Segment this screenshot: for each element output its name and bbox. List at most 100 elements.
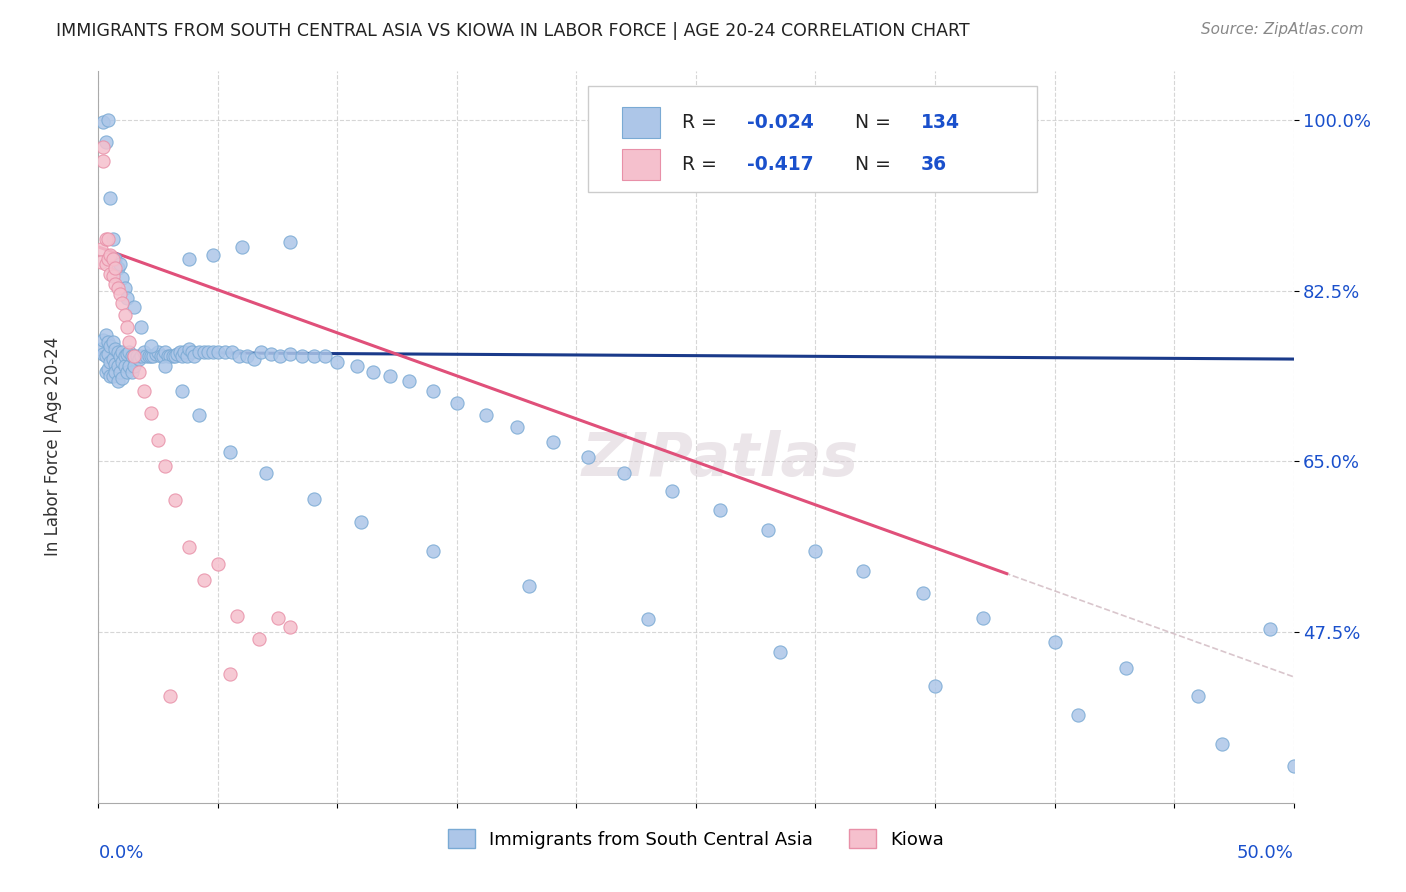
Point <box>131 349 153 363</box>
Point <box>124 349 146 363</box>
Point <box>278 235 301 249</box>
Point <box>124 359 146 373</box>
Point <box>172 349 194 363</box>
Point <box>101 335 124 350</box>
Text: 0.0%: 0.0% <box>98 844 143 862</box>
Point <box>111 271 134 285</box>
Point <box>422 384 444 399</box>
Point <box>121 365 143 379</box>
Point <box>104 343 127 357</box>
Text: IMMIGRANTS FROM SOUTH CENTRAL ASIA VS KIOWA IN LABOR FORCE | AGE 20-24 CORRELATI: IMMIGRANTS FROM SOUTH CENTRAL ASIA VS KI… <box>56 22 970 40</box>
Point <box>207 345 229 359</box>
Point <box>1043 635 1066 649</box>
Text: Source: ZipAtlas.com: Source: ZipAtlas.com <box>1201 22 1364 37</box>
Point <box>541 434 564 449</box>
Point <box>104 277 127 291</box>
Point <box>269 349 291 363</box>
Point <box>138 349 160 363</box>
Point <box>911 586 934 600</box>
Point <box>193 345 215 359</box>
Text: -0.024: -0.024 <box>748 113 814 132</box>
Point <box>172 384 194 399</box>
FancyBboxPatch shape <box>621 149 661 180</box>
Point <box>756 523 779 537</box>
Point <box>291 349 314 363</box>
Point <box>139 406 162 420</box>
Point <box>254 466 277 480</box>
Point <box>219 667 242 681</box>
Point <box>124 301 146 315</box>
Point <box>302 349 325 363</box>
Point <box>145 347 167 361</box>
Point <box>107 375 129 389</box>
Point <box>111 355 134 369</box>
Point <box>219 444 242 458</box>
Point <box>98 248 122 262</box>
Point <box>94 349 117 363</box>
Point <box>259 347 281 361</box>
Point <box>115 347 138 361</box>
Text: In Labor Force | Age 20-24: In Labor Force | Age 20-24 <box>45 336 62 556</box>
Point <box>517 579 540 593</box>
Point <box>187 345 209 359</box>
Point <box>132 384 155 399</box>
Point <box>173 345 195 359</box>
Point <box>183 349 205 363</box>
Point <box>661 483 683 498</box>
Point <box>97 252 120 266</box>
Point <box>114 359 136 373</box>
Point <box>91 154 114 169</box>
Point <box>101 269 124 284</box>
Point <box>107 281 129 295</box>
Point <box>94 232 117 246</box>
Point <box>97 232 120 246</box>
Text: N =: N = <box>855 155 897 174</box>
Point <box>202 345 225 359</box>
Point <box>101 252 124 266</box>
Point <box>132 345 155 359</box>
Text: -0.417: -0.417 <box>748 155 814 174</box>
Point <box>94 135 117 149</box>
Point <box>346 359 368 373</box>
Point <box>115 365 138 379</box>
Point <box>207 557 229 571</box>
Point <box>108 349 131 363</box>
Point <box>124 349 146 363</box>
Point <box>148 433 170 447</box>
Point <box>128 352 150 367</box>
Point <box>1187 689 1209 703</box>
Point <box>1258 622 1281 636</box>
Point <box>115 319 138 334</box>
Point <box>637 612 659 626</box>
Point <box>163 493 186 508</box>
Point <box>98 267 122 281</box>
Point <box>247 632 270 646</box>
Point <box>243 352 266 367</box>
FancyBboxPatch shape <box>621 107 661 138</box>
Point <box>128 365 150 379</box>
Point <box>91 333 114 347</box>
Text: 36: 36 <box>921 155 946 174</box>
Point <box>142 349 165 363</box>
Point <box>101 352 124 367</box>
Point <box>578 450 600 464</box>
Point <box>267 610 290 624</box>
Point <box>1282 758 1305 772</box>
Point <box>94 257 117 271</box>
Point <box>155 459 177 474</box>
Point <box>121 349 143 363</box>
Point <box>326 355 349 369</box>
Point <box>159 689 181 703</box>
Point <box>231 240 253 254</box>
Point <box>179 252 201 266</box>
Point <box>924 679 946 693</box>
Point <box>804 544 827 558</box>
Point <box>149 349 172 363</box>
Point <box>135 349 157 363</box>
Point <box>90 242 112 256</box>
Point <box>97 335 120 350</box>
Point <box>108 257 131 271</box>
Text: N =: N = <box>855 113 897 132</box>
Point <box>163 349 186 363</box>
Point <box>101 368 124 383</box>
